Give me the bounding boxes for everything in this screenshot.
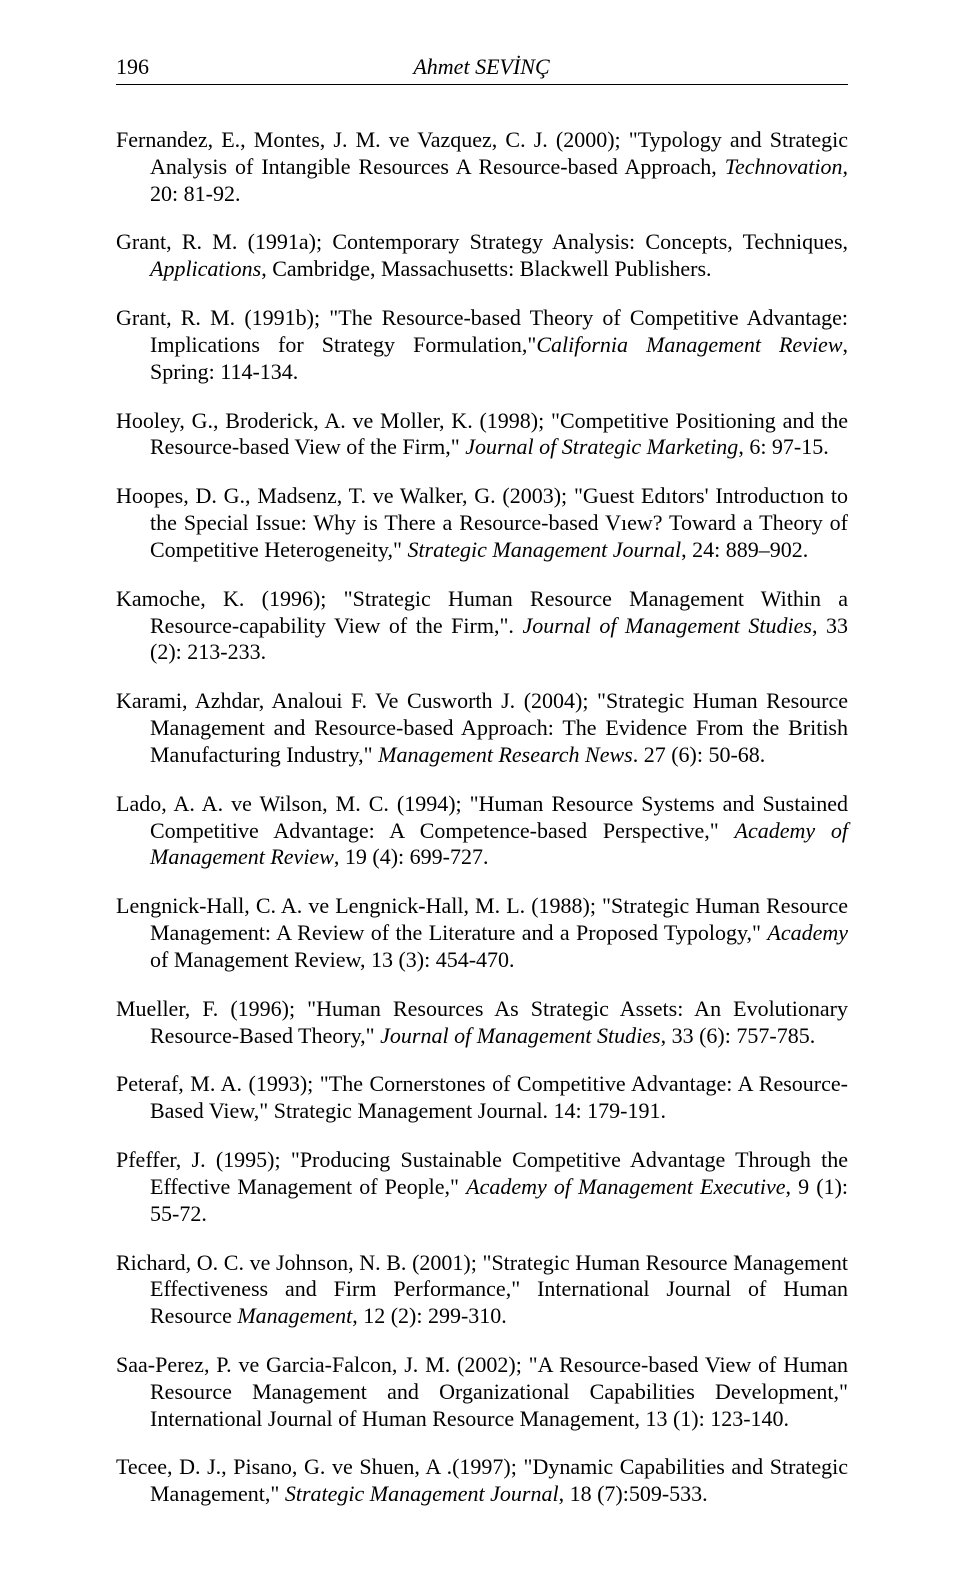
- reference-text-span: Saa-Perez, P. ve Garcia-Falcon, J. M. (2…: [116, 1352, 848, 1431]
- reference-text-span: , Cambridge, Massachusetts: Blackwell Pu…: [261, 256, 711, 281]
- reference-italic-span: Journal of Management Studies: [522, 613, 812, 638]
- reference-text-span: , 33 (6): 757-785.: [661, 1023, 816, 1048]
- reference-entry: Fernandez, E., Montes, J. M. ve Vazquez,…: [116, 127, 848, 207]
- reference-italic-span: Technovation: [725, 154, 843, 179]
- reference-text-span: , 12 (2): 299-310.: [352, 1303, 507, 1328]
- reference-text-span: Peteraf, M. A. (1993); "The Cornerstones…: [116, 1071, 848, 1123]
- reference-text-span: , 24: 889–902.: [681, 537, 808, 562]
- reference-entry: Richard, O. C. ve Johnson, N. B. (2001);…: [116, 1250, 848, 1330]
- reference-italic-span: Strategic Management Journal: [407, 537, 681, 562]
- reference-entry: Kamoche, K. (1996); "Strategic Human Res…: [116, 586, 848, 666]
- running-head-author: Ahmet SEVİNÇ: [149, 56, 848, 78]
- page-number: 196: [116, 56, 149, 78]
- reference-entry: Grant, R. M. (1991b); "The Resource-base…: [116, 305, 848, 385]
- reference-italic-span: Management: [237, 1303, 352, 1328]
- reference-entry: Karami, Azhdar, Analoui F. Ve Cusworth J…: [116, 688, 848, 768]
- reference-text-span: Grant, R. M. (1991a); Contemporary Strat…: [116, 229, 848, 254]
- reference-text-span: . 27 (6): 50-68.: [633, 742, 766, 767]
- reference-italic-span: Academy: [767, 920, 848, 945]
- reference-entry: Hoopes, D. G., Madsenz, T. ve Walker, G.…: [116, 483, 848, 563]
- reference-entry: Hooley, G., Broderick, A. ve Moller, K. …: [116, 408, 848, 462]
- reference-entry: Mueller, F. (1996); "Human Resources As …: [116, 996, 848, 1050]
- reference-italic-span: Management Research News: [378, 742, 633, 767]
- reference-text-span: , 19 (4): 699-727.: [334, 844, 489, 869]
- reference-text-span: of Management Review, 13 (3): 454-470.: [150, 947, 515, 972]
- reference-text-span: , 18 (7):509-533.: [559, 1481, 708, 1506]
- page: 196 Ahmet SEVİNÇ Fernandez, E., Montes, …: [0, 0, 960, 1578]
- reference-entry: Lado, A. A. ve Wilson, M. C. (1994); "Hu…: [116, 791, 848, 871]
- reference-entry: Peteraf, M. A. (1993); "The Cornerstones…: [116, 1071, 848, 1125]
- reference-entry: Saa-Perez, P. ve Garcia-Falcon, J. M. (2…: [116, 1352, 848, 1432]
- reference-entry: Tecee, D. J., Pisano, G. ve Shuen, A .(1…: [116, 1454, 848, 1508]
- reference-italic-span: Journal of Strategic Marketing: [465, 434, 738, 459]
- reference-text-span: Lengnick-Hall, C. A. ve Lengnick-Hall, M…: [116, 893, 848, 945]
- reference-italic-span: Academy of Management Executive: [466, 1174, 785, 1199]
- reference-italic-span: Journal of Management Studies: [380, 1023, 660, 1048]
- reference-italic-span: Strategic Management Journal: [285, 1481, 559, 1506]
- reference-text-span: , 6: 97-15.: [738, 434, 828, 459]
- references-list: Fernandez, E., Montes, J. M. ve Vazquez,…: [116, 127, 848, 1508]
- reference-italic-span: California Management Review: [536, 332, 842, 357]
- reference-entry: Lengnick-Hall, C. A. ve Lengnick-Hall, M…: [116, 893, 848, 973]
- reference-italic-span: Applications: [150, 256, 261, 281]
- reference-entry: Pfeffer, J. (1995); "Producing Sustainab…: [116, 1147, 848, 1227]
- running-head: 196 Ahmet SEVİNÇ: [116, 56, 848, 85]
- reference-entry: Grant, R. M. (1991a); Contemporary Strat…: [116, 229, 848, 283]
